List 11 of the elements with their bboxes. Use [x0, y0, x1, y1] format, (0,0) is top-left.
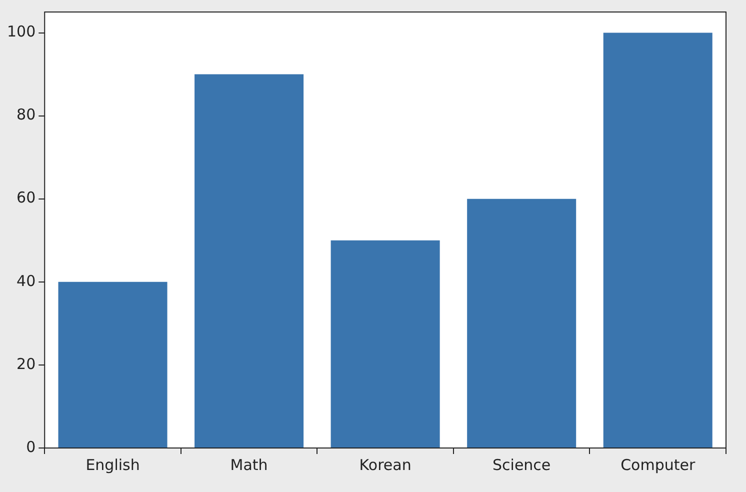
y-tick-label: 100: [6, 22, 36, 41]
y-tick-label: 40: [16, 272, 36, 290]
y-tick-label: 20: [16, 354, 36, 373]
x-tick-label: Computer: [620, 456, 696, 474]
y-tick-label: 60: [16, 188, 36, 207]
y-tick-label: 0: [26, 438, 36, 456]
x-tick-label: Math: [230, 456, 268, 474]
x-tick-label: Science: [492, 456, 551, 474]
y-tick-label: 80: [16, 106, 36, 124]
x-tick-label: Korean: [359, 456, 412, 474]
x-tick-label: English: [86, 456, 140, 474]
